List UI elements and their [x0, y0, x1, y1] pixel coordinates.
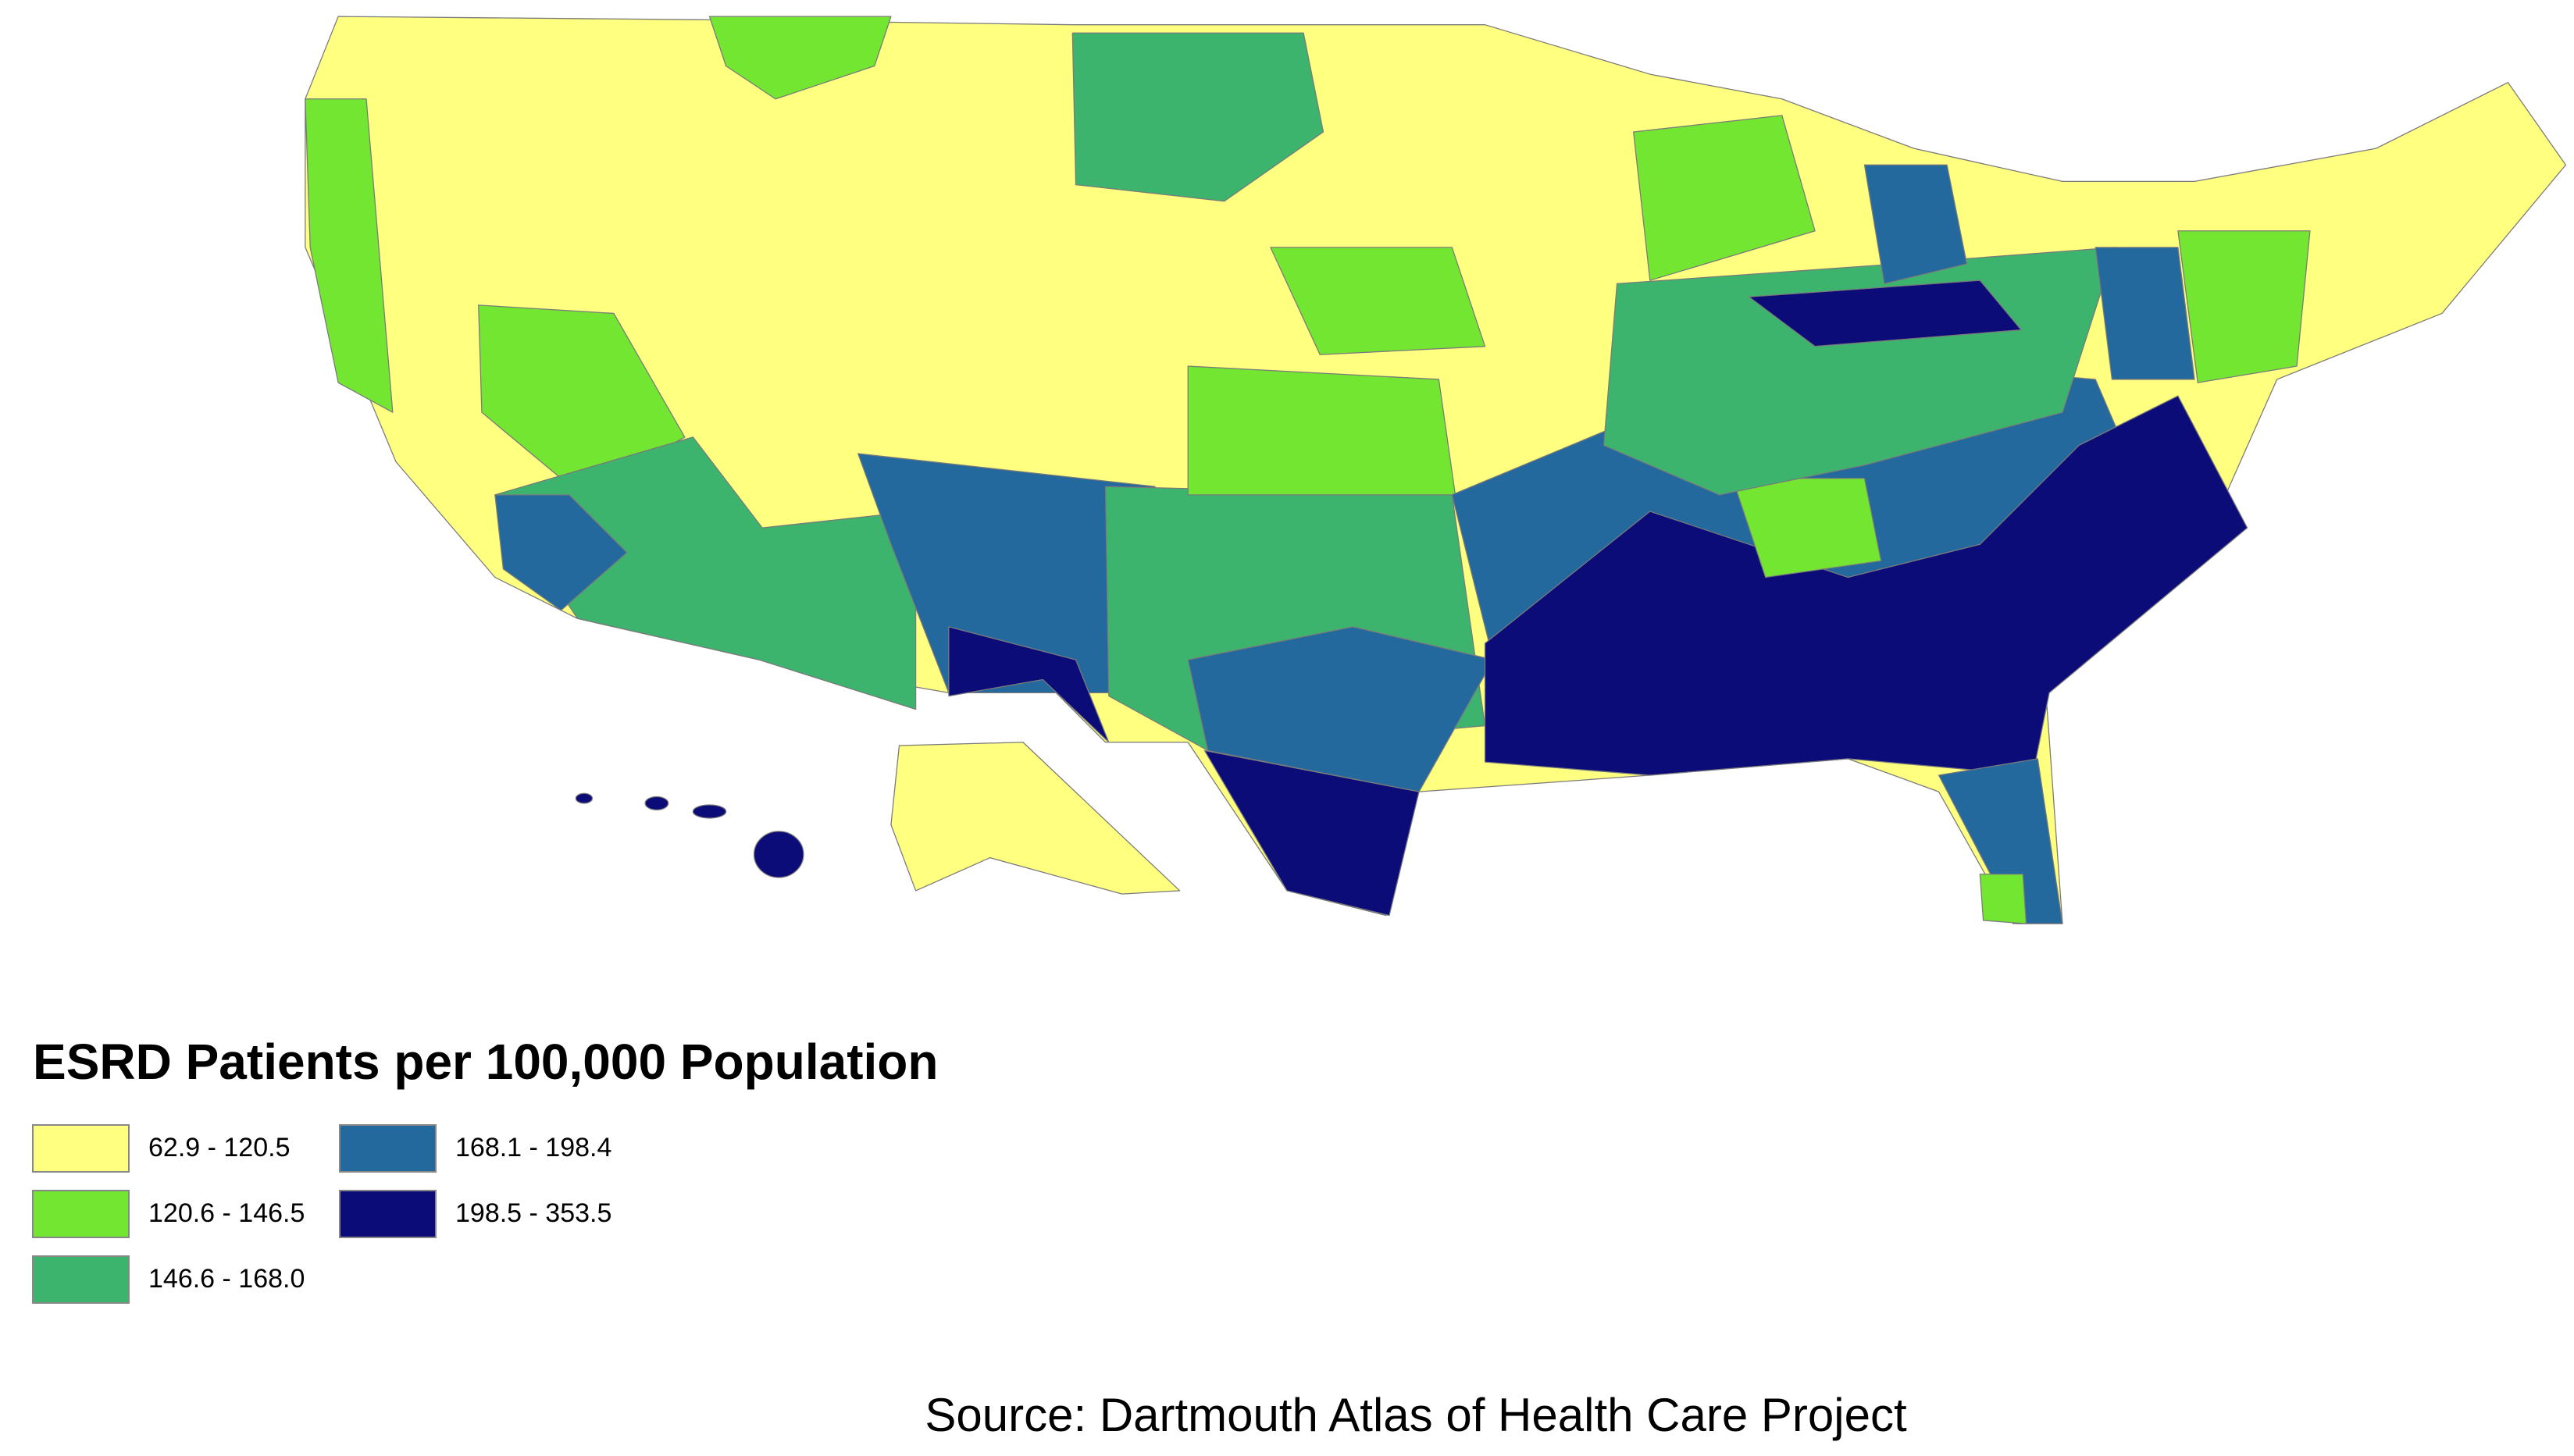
- map-region: [1270, 247, 1486, 355]
- map-region: [1979, 874, 2027, 924]
- legend-swatch: [339, 1124, 437, 1173]
- map-region: [857, 453, 1156, 694]
- map-region: [753, 831, 804, 878]
- map-region: [692, 804, 727, 819]
- map-region: [644, 796, 669, 811]
- map-region: [1203, 749, 1420, 917]
- legend-label: 198.5 - 353.5: [455, 1198, 611, 1228]
- map-region: [305, 98, 394, 413]
- map-region: [1633, 115, 1816, 281]
- legend-label: 62.9 - 120.5: [148, 1133, 290, 1162]
- map-region: [1731, 478, 1882, 578]
- us-map: [305, 16, 2567, 924]
- map-region: [575, 792, 594, 804]
- map-region: [1863, 164, 1968, 285]
- map-region: [708, 16, 892, 100]
- map-region: [948, 626, 1110, 743]
- legend: 62.9 - 120.5 120.6 - 146.5 146.6 - 168.0 16…: [32, 1124, 611, 1304]
- map-region: [494, 494, 628, 611]
- map-region: [1187, 365, 1456, 496]
- legend-swatch: [32, 1124, 130, 1173]
- legend-swatch: [32, 1255, 130, 1304]
- map-region: [494, 436, 917, 710]
- map-region: [2094, 247, 2195, 380]
- legend-label: 120.6 - 146.5: [148, 1198, 305, 1228]
- map-region: [1071, 32, 1324, 202]
- map-region: [1748, 279, 2022, 347]
- legend-label: 168.1 - 198.4: [455, 1133, 611, 1162]
- legend-title: ESRD Patients per 100,000 Population: [33, 1034, 938, 1090]
- legend-swatch: [339, 1190, 437, 1238]
- map-region: [890, 742, 1181, 895]
- map-region: [2177, 230, 2311, 383]
- legend-swatch: [32, 1190, 130, 1238]
- map-region: [1484, 395, 2248, 776]
- legend-label: 146.6 - 168.0: [148, 1264, 305, 1294]
- map-region: [1187, 626, 1494, 792]
- source-note: Source: Dartmouth Atlas of Health Care P…: [925, 1389, 1907, 1441]
